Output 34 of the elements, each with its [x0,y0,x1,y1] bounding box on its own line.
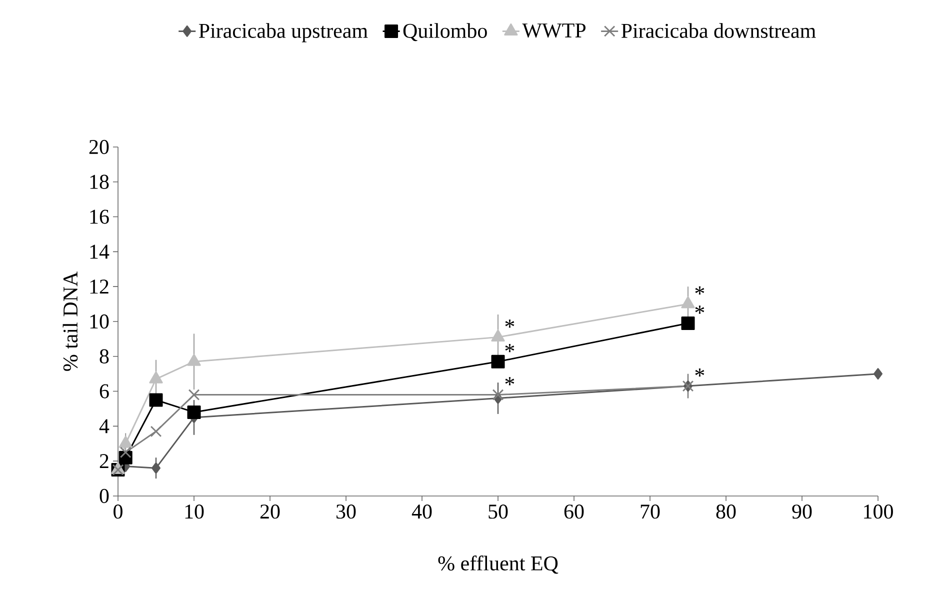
y-tick-label: 18 [90,174,109,189]
x-tick-label: 10 [185,504,204,519]
y-tick-label: 4 [99,419,110,434]
legend-label: WWTP [522,24,586,38]
x-tick-label: 0 [114,504,122,519]
y-tick-label: 8 [100,349,109,364]
y-tick-label: 14 [90,244,110,259]
data-label: * [695,286,704,294]
x-tick-label: 50 [488,504,508,519]
y-tick-label: 0 [100,488,109,504]
x-tick-label: 80 [716,504,736,519]
data-label: * [505,320,514,328]
y-tick-label: 16 [90,210,109,224]
y-axis-title: % tail DNA [62,271,78,371]
data-label: * [505,377,514,386]
legend-label: Piracicaba upstream [198,23,368,42]
x-tick-label: 20 [260,504,280,519]
x-tick-label: 60 [564,504,584,519]
x-tick-label: 70 [640,504,660,519]
data-label: * [695,368,704,377]
y-tick-label: 6 [100,384,109,398]
y-tick-label: 2 [100,454,108,468]
x-tick-label: 40 [412,504,432,519]
x-tick-label: 90 [792,504,812,519]
y-tick-label: 20 [89,140,109,154]
y-tick-label: 10 [90,314,109,329]
y-tick-label: 12 [90,280,108,294]
legend-label: Quilombo [403,23,487,42]
x-tick-label: 100 [864,504,893,519]
x-tick-label: 30 [336,504,356,519]
x-axis-title: % effluent EQ [438,556,558,574]
legend-label: Piracicaba downstream [621,23,816,38]
data-label: * [505,344,514,352]
data-label: * [695,306,704,314]
